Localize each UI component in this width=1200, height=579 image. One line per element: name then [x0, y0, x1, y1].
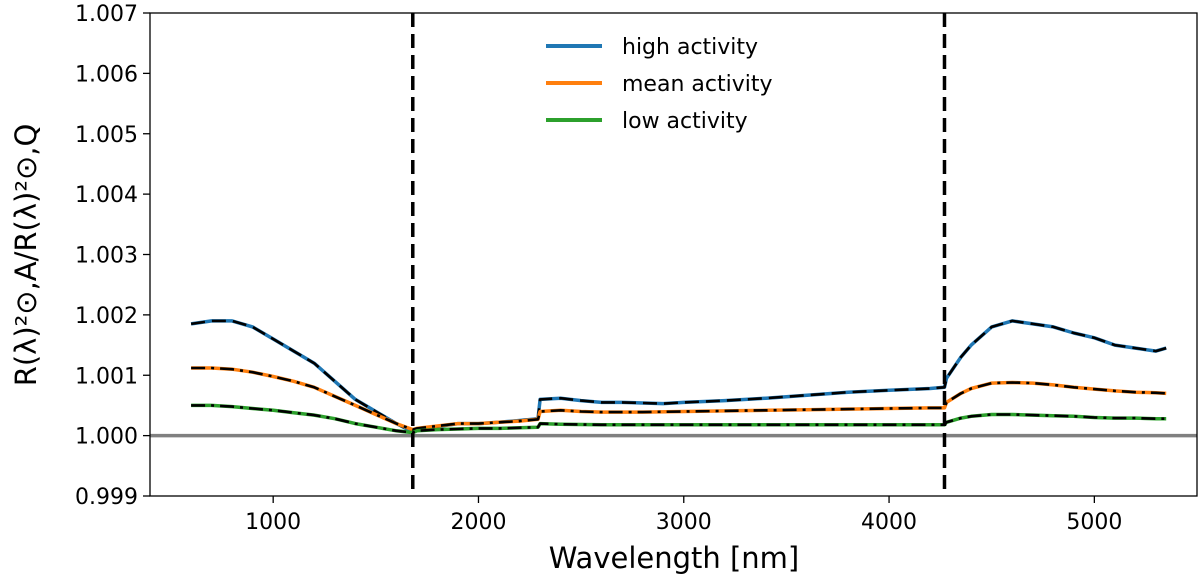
- y-tick-label: 1.005: [75, 123, 138, 148]
- y-tick-label: 1.000: [75, 425, 138, 450]
- y-tick-label: 1.007: [75, 2, 138, 27]
- y-tick-label: 0.999: [75, 485, 138, 510]
- x-tick-label: 4000: [861, 510, 917, 535]
- legend-label-mean-activity: mean activity: [622, 72, 772, 97]
- y-axis-label: R(λ)²⊙,A/R(λ)²⊙,Q: [9, 124, 43, 387]
- x-axis-label: Wavelength [nm]: [549, 541, 800, 575]
- y-tick-label: 1.002: [75, 304, 138, 329]
- x-tick-label: 3000: [656, 510, 712, 535]
- x-tick-label: 5000: [1066, 510, 1122, 535]
- legend-label-low-activity: low activity: [622, 109, 748, 134]
- plot-inner: [150, 13, 1197, 496]
- y-tick-label: 1.001: [75, 364, 138, 389]
- legend: high activity mean activity low activity: [546, 35, 772, 134]
- fit-line-mean-activity: [191, 366, 1167, 431]
- fit-line-high-activity: [190, 319, 1167, 434]
- y-tick-label: 1.004: [75, 183, 138, 208]
- y-tick-label: 1.003: [75, 244, 138, 269]
- fit-line-low-activity: [191, 404, 1167, 434]
- x-tick-label: 2000: [450, 510, 506, 535]
- axes: 1000 2000 3000 4000 5000 0.999 1.000 1.001 1.002…: [75, 2, 1198, 535]
- plot-area: [150, 13, 1197, 496]
- legend-label-high-activity: high activity: [622, 35, 758, 60]
- x-tick-label: 1000: [245, 510, 301, 535]
- y-tick-label: 1.006: [75, 62, 138, 87]
